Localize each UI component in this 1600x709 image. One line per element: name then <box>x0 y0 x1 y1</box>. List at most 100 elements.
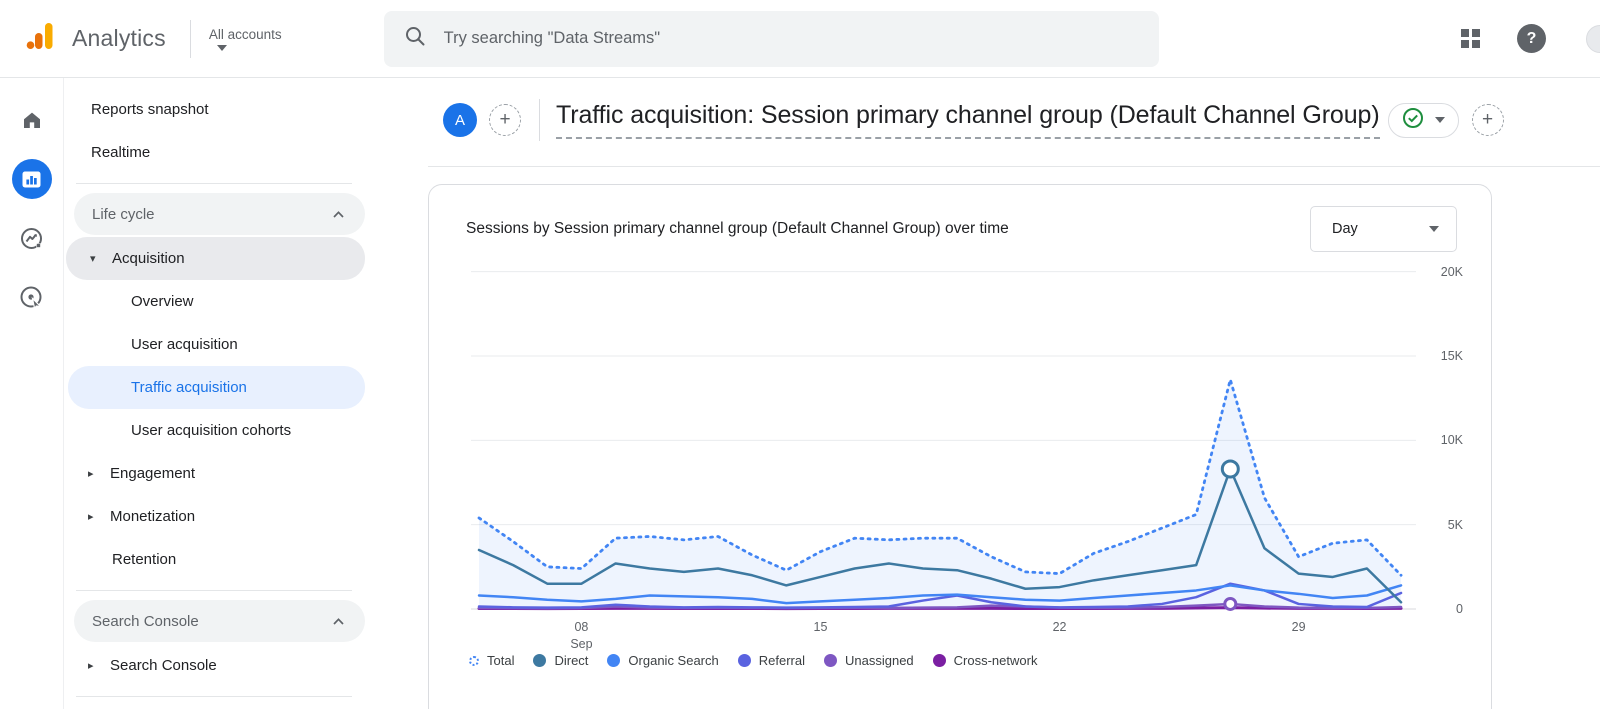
top-app-bar: Analytics All accounts ? <box>0 0 1600 78</box>
y-tick-label: 5K <box>1447 517 1463 532</box>
legend-label: Direct <box>554 653 589 668</box>
y-tick-label: 0 <box>1456 602 1463 616</box>
nav-divider <box>76 590 352 591</box>
legend-dot <box>932 654 946 667</box>
data-point-marker <box>1223 596 1238 611</box>
section-header-label: Life cycle <box>92 205 155 223</box>
triangle-right-icon: ▸ <box>88 660 94 672</box>
customize-report-button[interactable]: + <box>1471 104 1504 136</box>
sidebar-item-traffic-acquisition[interactable]: Traffic acquisition <box>68 366 365 409</box>
legend-item-total[interactable]: Total <box>469 653 514 668</box>
search-icon <box>404 25 426 52</box>
property-avatar[interactable]: A <box>443 103 477 137</box>
chart-title: Sessions by Session primary channel grou… <box>466 220 1009 237</box>
reports-icon[interactable] <box>11 159 52 199</box>
legend-label: Cross-network <box>953 653 1038 668</box>
series-line-unassigned <box>477 602 1403 610</box>
y-tick-label: 10K <box>1440 433 1463 448</box>
legend-dot <box>533 654 547 667</box>
header-divider <box>539 99 540 141</box>
data-point-marker <box>1220 459 1240 479</box>
legend-item-organic-search[interactable]: Organic Search <box>607 653 719 668</box>
main-content: A + Traffic acquisition: Session primary… <box>400 78 1600 709</box>
sidebar-item-label: Realtime <box>91 144 151 161</box>
legend-dot <box>737 654 751 667</box>
legend-dot <box>469 655 479 666</box>
topbar-divider <box>189 19 191 58</box>
help-icon[interactable]: ? <box>1517 24 1546 53</box>
content-divider <box>428 166 1600 167</box>
sidebar-item-overview[interactable]: Overview <box>64 280 365 323</box>
search-input[interactable] <box>443 29 1139 48</box>
x-tick-label: 22 <box>1052 620 1067 634</box>
legend-item-cross-network[interactable]: Cross-network <box>932 653 1038 668</box>
report-header: A + Traffic acquisition: Session primary… <box>443 91 1600 149</box>
chevron-up-icon <box>332 206 345 223</box>
advertising-icon[interactable] <box>12 277 52 317</box>
time-series-chart: 20K 15K 10K 5K 0 08 Sep 15 22 29 <box>471 263 1481 651</box>
series-line-total <box>477 378 1403 577</box>
sidebar-section-search-console[interactable]: Search Console <box>74 600 365 642</box>
chart-card: Sessions by Session primary channel grou… <box>428 184 1492 709</box>
triangle-right-icon: ▸ <box>88 511 94 523</box>
x-tick-label: 15 <box>813 620 828 634</box>
legend-item-direct[interactable]: Direct <box>533 653 588 668</box>
chevron-down-icon <box>1434 117 1445 123</box>
chevron-up-icon <box>332 613 345 630</box>
app-title: Analytics <box>72 25 166 51</box>
sidebar-section-life-cycle[interactable]: Life cycle <box>74 193 365 235</box>
granularity-dropdown[interactable]: Day <box>1310 206 1457 252</box>
check-circle-icon <box>1402 107 1424 134</box>
y-tick-label: 20K <box>1440 264 1463 279</box>
x-tick-label: 29 <box>1291 620 1306 634</box>
sidebar-item-label: Retention <box>112 551 177 568</box>
sidebar-item-label: Acquisition <box>112 250 185 267</box>
chart-canvas <box>471 271 1416 611</box>
legend-label: Referral <box>758 653 805 668</box>
sidebar-item-label: Search Console <box>110 657 217 674</box>
legend-label: Unassigned <box>845 653 914 668</box>
account-switcher[interactable]: All accounts <box>209 27 282 51</box>
sidebar-item-user-acquisition[interactable]: User acquisition <box>64 323 365 366</box>
sidebar-item-label: User acquisition cohorts <box>131 422 292 439</box>
sidebar-item-label: Traffic acquisition <box>131 379 247 396</box>
triangle-right-icon: ▸ <box>88 468 94 480</box>
report-status-button[interactable] <box>1387 102 1459 138</box>
analytics-logo-icon[interactable] <box>24 20 56 57</box>
sidebar-item-search-console[interactable]: ▸ Search Console <box>64 644 365 687</box>
sidebar-item-engagement[interactable]: ▸ Engagement <box>64 452 365 495</box>
chevron-down-icon <box>216 44 227 51</box>
apps-grid-icon[interactable] <box>1458 26 1483 51</box>
granularity-value: Day <box>1332 221 1358 237</box>
legend-item-referral[interactable]: Referral <box>737 653 805 668</box>
explore-icon[interactable] <box>12 218 52 258</box>
chart-legend: Total Direct Organic Search Referral Unassig… <box>469 653 1491 668</box>
series-line-organic-search <box>477 584 1403 605</box>
nav-rail <box>0 78 64 709</box>
legend-item-unassigned[interactable]: Unassigned <box>824 653 914 668</box>
add-comparison-button[interactable]: + <box>489 104 521 136</box>
sidebar-item-label: Overview <box>131 293 194 310</box>
triangle-down-icon: ▾ <box>90 253 96 265</box>
legend-dot <box>824 654 837 667</box>
sidebar-item-label: User acquisition <box>131 336 238 353</box>
sidebar-item-acquisition[interactable]: ▾ Acquisition <box>66 237 365 280</box>
sidebar-item-reports-snapshot[interactable]: Reports snapshot <box>64 88 400 131</box>
global-search[interactable] <box>383 10 1159 67</box>
sidebar-item-label: Reports snapshot <box>91 101 209 118</box>
page-title[interactable]: Traffic acquisition: Session primary cha… <box>556 101 1380 139</box>
legend-label: Organic Search <box>628 653 719 668</box>
y-tick-label: 15K <box>1440 349 1463 363</box>
nav-divider <box>76 183 352 184</box>
sidebar-item-monetization[interactable]: ▸ Monetization <box>64 495 365 538</box>
sidebar-item-realtime[interactable]: Realtime <box>64 131 400 174</box>
sidebar-item-user-acquisition-cohorts[interactable]: User acquisition cohorts <box>64 409 365 452</box>
sidebar-item-label: Monetization <box>110 508 196 525</box>
legend-dot <box>607 654 621 667</box>
section-header-label: Search Console <box>92 612 199 630</box>
chevron-down-icon <box>1429 226 1439 232</box>
home-icon[interactable] <box>12 100 52 140</box>
legend-label: Total <box>487 653 515 668</box>
sidebar-item-label: Engagement <box>110 465 196 482</box>
sidebar-item-retention[interactable]: Retention <box>64 538 400 581</box>
